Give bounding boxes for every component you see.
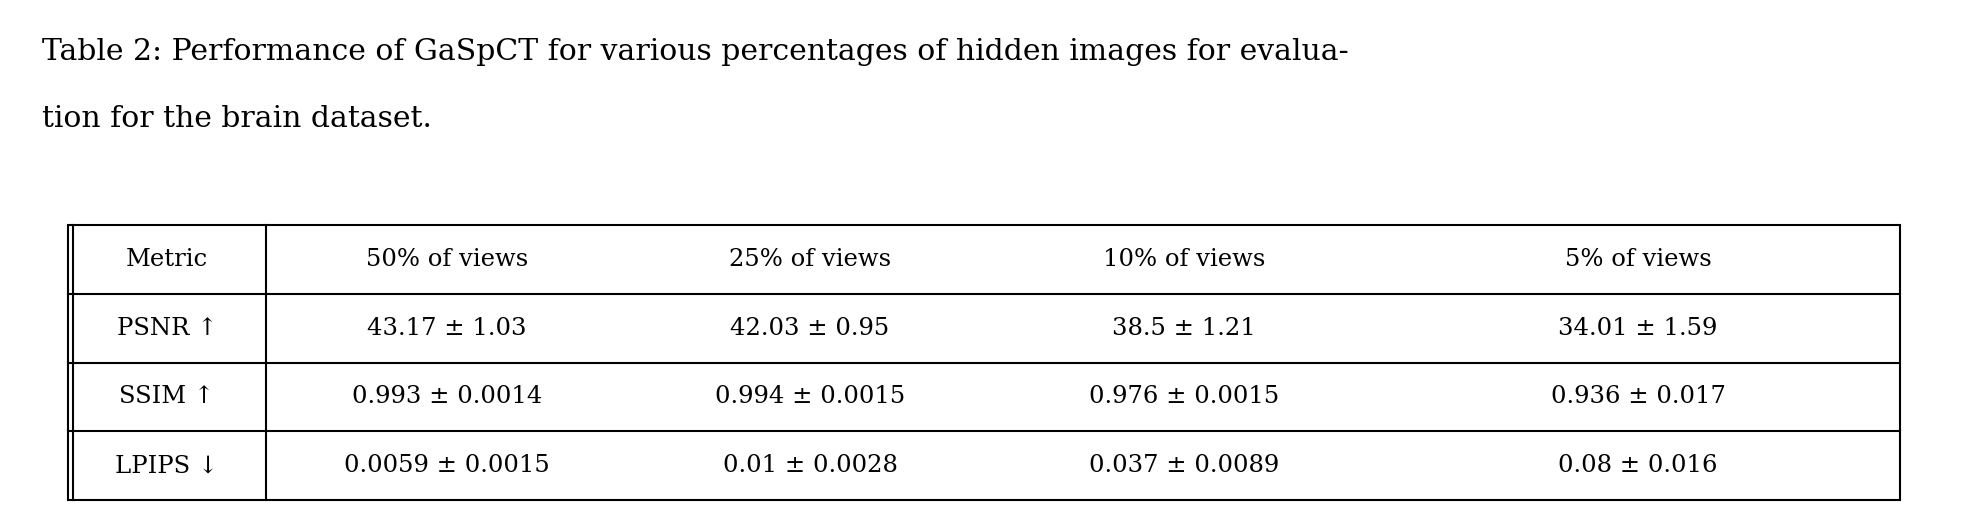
Text: 0.037 ± 0.0089: 0.037 ± 0.0089 (1088, 454, 1279, 477)
Text: 5% of views: 5% of views (1565, 248, 1712, 271)
Text: 42.03 ± 0.95: 42.03 ± 0.95 (730, 316, 890, 340)
Text: Table 2: Performance of GaSpCT for various percentages of hidden images for eval: Table 2: Performance of GaSpCT for vario… (41, 38, 1348, 66)
Text: 0.936 ± 0.017: 0.936 ± 0.017 (1551, 385, 1726, 408)
Text: 0.0059 ± 0.0015: 0.0059 ± 0.0015 (344, 454, 551, 477)
Text: 50% of views: 50% of views (366, 248, 527, 271)
Text: 0.993 ± 0.0014: 0.993 ± 0.0014 (352, 385, 543, 408)
Text: 0.976 ± 0.0015: 0.976 ± 0.0015 (1088, 385, 1279, 408)
Text: 10% of views: 10% of views (1102, 248, 1265, 271)
Bar (69, 225, 1899, 500)
Text: SSIM ↑: SSIM ↑ (120, 385, 215, 408)
Text: 34.01 ± 1.59: 34.01 ± 1.59 (1559, 316, 1718, 340)
Text: Metric: Metric (126, 248, 209, 271)
Text: 43.17 ± 1.03: 43.17 ± 1.03 (368, 316, 527, 340)
Text: 25% of views: 25% of views (728, 248, 892, 271)
Text: 0.08 ± 0.016: 0.08 ± 0.016 (1559, 454, 1718, 477)
Text: 0.01 ± 0.0028: 0.01 ± 0.0028 (722, 454, 897, 477)
Text: PSNR ↑: PSNR ↑ (116, 316, 216, 340)
Text: 38.5 ± 1.21: 38.5 ± 1.21 (1112, 316, 1256, 340)
Text: tion for the brain dataset.: tion for the brain dataset. (41, 105, 431, 133)
Text: LPIPS ↓: LPIPS ↓ (116, 454, 218, 477)
Text: 0.994 ± 0.0015: 0.994 ± 0.0015 (714, 385, 905, 408)
